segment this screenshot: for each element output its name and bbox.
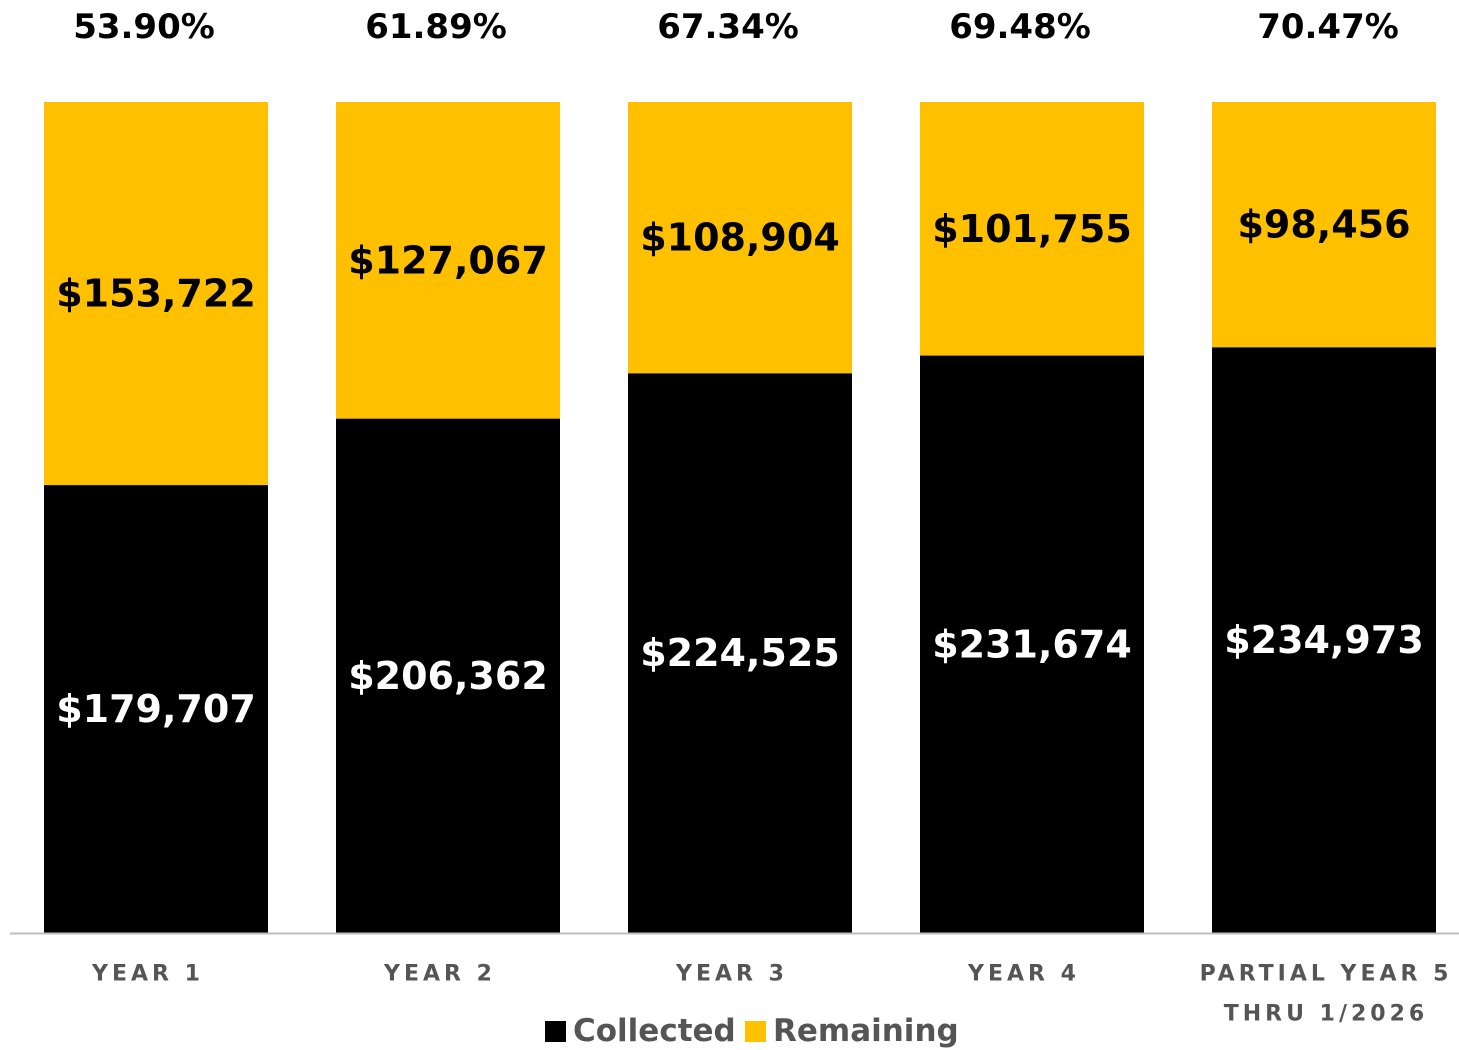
legend-label-collected: Collected [573, 1013, 736, 1049]
bar-group-2: $127,067 $206,362 61.89% YEAR 2 [336, 7, 560, 987]
bar-collected-3 [628, 373, 852, 933]
bar-collected-2 [336, 418, 560, 933]
percent-label-5: 70.47% [1257, 7, 1399, 47]
bar-collected-4 [920, 355, 1144, 933]
bar-group-4: $101,755 $231,674 69.48% YEAR 4 [920, 7, 1144, 987]
bar-collected-1 [44, 485, 268, 933]
bar-remaining-1 [44, 102, 268, 486]
bar-group-3: $108,904 $224,525 67.34% YEAR 3 [628, 7, 852, 987]
legend-swatch-remaining [745, 1021, 766, 1042]
percent-label-2: 61.89% [365, 7, 507, 47]
bar-remaining-3 [628, 102, 852, 374]
data-label-collected-2: $206,362 [348, 654, 548, 698]
bar-remaining-5 [1212, 102, 1436, 348]
data-label-collected-3: $224,525 [640, 631, 840, 675]
percent-label-1: 53.90% [73, 7, 215, 47]
legend-swatch-collected [545, 1021, 566, 1042]
bar-remaining-2 [336, 102, 560, 419]
x-tick-label-5-line-1: PARTIAL YEAR 5 [1200, 962, 1453, 987]
x-tick-label-3: YEAR 3 [675, 962, 788, 987]
x-tick-label-5-line-2: THRU 1/2026 [1224, 1002, 1428, 1027]
data-label-collected-1: $179,707 [56, 687, 256, 731]
bar-collected-5 [1212, 347, 1436, 933]
bar-group-1: $153,722 $179,707 53.90% YEAR 1 [44, 7, 268, 987]
data-label-remaining-5: $98,456 [1237, 203, 1410, 247]
x-tick-label-1: YEAR 1 [91, 962, 204, 987]
data-label-collected-5: $234,973 [1224, 618, 1424, 662]
percent-label-3: 67.34% [657, 7, 799, 47]
data-label-remaining-3: $108,904 [640, 216, 840, 260]
percent-label-4: 69.48% [949, 7, 1091, 47]
data-label-remaining-1: $153,722 [56, 272, 256, 316]
bar-group-5: $98,456 $234,973 70.47% PARTIAL YEAR 5 THRU … [1200, 7, 1453, 1027]
data-label-remaining-2: $127,067 [348, 238, 548, 282]
legend-label-remaining: Remaining [773, 1013, 959, 1049]
legend: Collected Remaining [545, 1013, 959, 1049]
data-label-collected-4: $231,674 [932, 622, 1132, 666]
data-label-remaining-4: $101,755 [932, 207, 1132, 251]
x-tick-label-4: YEAR 4 [967, 962, 1080, 987]
x-tick-label-2: YEAR 2 [383, 962, 496, 987]
bar-remaining-4 [920, 102, 1144, 356]
